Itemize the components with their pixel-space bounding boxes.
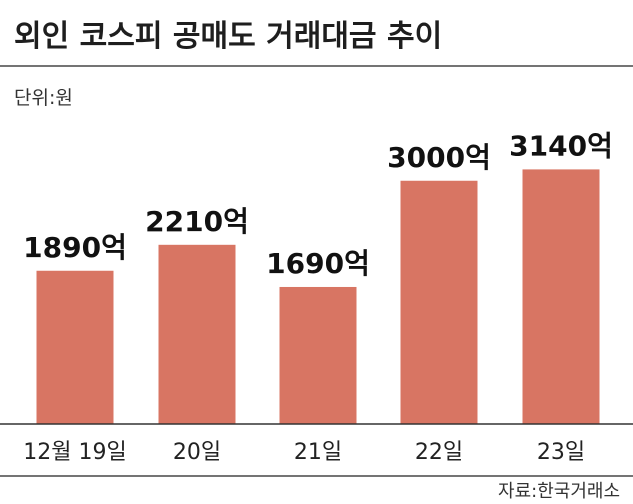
value-label-4: 3000억	[387, 141, 491, 174]
bar-2	[158, 244, 236, 424]
value-label-1: 1890억	[23, 231, 127, 264]
bar-1	[36, 270, 114, 424]
source-note: 자료:한국거래소	[498, 481, 620, 502]
chart-title: 외인 코스피 공매도 거래대금 추이	[14, 19, 442, 54]
value-label-2: 2210억	[145, 205, 249, 238]
value-label-3: 1690억	[266, 247, 370, 280]
category-label-group: 12월 19일 20일 21일 22일 23일	[23, 440, 585, 465]
bar-4	[400, 180, 478, 424]
unit-label: 단위:원	[14, 87, 73, 109]
category-label-2: 20일	[173, 440, 221, 465]
category-label-5: 23일	[537, 440, 585, 465]
bar-3	[279, 286, 357, 424]
category-label-1: 12월 19일	[23, 440, 126, 465]
bar-5	[522, 169, 600, 424]
bar-group	[36, 169, 600, 424]
value-label-group: 1890억 2210억 1690억 3000억 3140억	[23, 129, 613, 280]
value-label-5: 3140억	[509, 129, 613, 162]
category-label-3: 21일	[294, 440, 342, 465]
category-label-4: 22일	[415, 440, 463, 465]
